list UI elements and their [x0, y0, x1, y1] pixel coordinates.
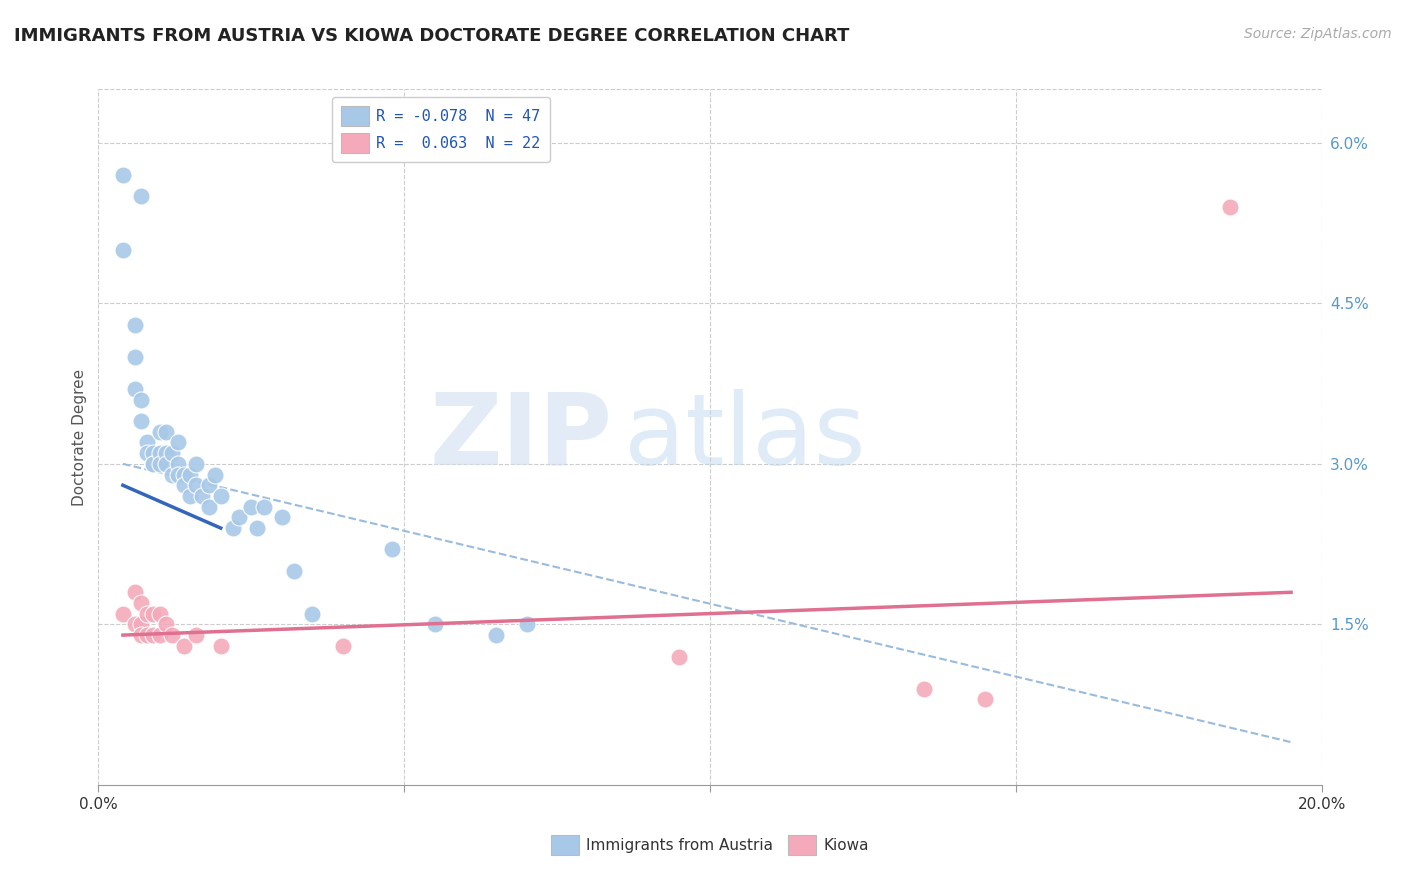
- Point: [149, 628, 172, 642]
- Point: [155, 617, 177, 632]
- Point: [167, 467, 190, 482]
- Point: [186, 457, 208, 471]
- Point: [136, 628, 159, 642]
- Point: [124, 318, 146, 332]
- Point: [149, 425, 172, 439]
- Point: [173, 467, 195, 482]
- Point: [173, 639, 195, 653]
- Text: atlas: atlas: [624, 389, 866, 485]
- Point: [209, 639, 232, 653]
- Point: [209, 489, 232, 503]
- Text: Source: ZipAtlas.com: Source: ZipAtlas.com: [1244, 27, 1392, 41]
- Point: [136, 607, 159, 621]
- Point: [124, 350, 146, 364]
- Point: [1219, 200, 1241, 214]
- Point: [222, 521, 245, 535]
- Point: [160, 446, 183, 460]
- Point: [129, 617, 152, 632]
- Point: [129, 414, 152, 428]
- Point: [179, 489, 201, 503]
- Point: [149, 457, 172, 471]
- Point: [124, 617, 146, 632]
- Point: [142, 457, 165, 471]
- Point: [204, 467, 226, 482]
- Point: [283, 564, 305, 578]
- Point: [485, 628, 508, 642]
- Point: [129, 189, 152, 203]
- Point: [111, 243, 134, 257]
- Point: [179, 467, 201, 482]
- Point: [136, 446, 159, 460]
- Point: [270, 510, 292, 524]
- Point: [197, 500, 219, 514]
- Point: [197, 478, 219, 492]
- Point: [155, 457, 177, 471]
- Point: [142, 457, 165, 471]
- Point: [191, 489, 214, 503]
- Point: [124, 585, 146, 599]
- Point: [228, 510, 250, 524]
- Point: [240, 500, 263, 514]
- Point: [912, 681, 935, 696]
- Point: [246, 521, 269, 535]
- Point: [155, 446, 177, 460]
- Point: [423, 617, 446, 632]
- Text: IMMIGRANTS FROM AUSTRIA VS KIOWA DOCTORATE DEGREE CORRELATION CHART: IMMIGRANTS FROM AUSTRIA VS KIOWA DOCTORA…: [14, 27, 849, 45]
- Point: [173, 478, 195, 492]
- Text: ZIP: ZIP: [429, 389, 612, 485]
- Point: [124, 382, 146, 396]
- Y-axis label: Doctorate Degree: Doctorate Degree: [72, 368, 87, 506]
- Point: [186, 478, 208, 492]
- Point: [111, 607, 134, 621]
- Point: [111, 168, 134, 182]
- Point: [129, 628, 152, 642]
- Point: [332, 639, 354, 653]
- Point: [516, 617, 538, 632]
- Point: [136, 435, 159, 450]
- Point: [160, 628, 183, 642]
- Point: [668, 649, 690, 664]
- Point: [974, 692, 997, 706]
- Point: [167, 435, 190, 450]
- Point: [301, 607, 323, 621]
- Point: [149, 607, 172, 621]
- Point: [167, 457, 190, 471]
- Point: [252, 500, 274, 514]
- Point: [129, 392, 152, 407]
- Point: [155, 425, 177, 439]
- Point: [160, 467, 183, 482]
- Legend: Immigrants from Austria, Kiowa: Immigrants from Austria, Kiowa: [546, 829, 875, 861]
- Point: [129, 596, 152, 610]
- Point: [381, 542, 404, 557]
- Point: [142, 607, 165, 621]
- Point: [142, 628, 165, 642]
- Point: [186, 628, 208, 642]
- Point: [149, 446, 172, 460]
- Point: [142, 446, 165, 460]
